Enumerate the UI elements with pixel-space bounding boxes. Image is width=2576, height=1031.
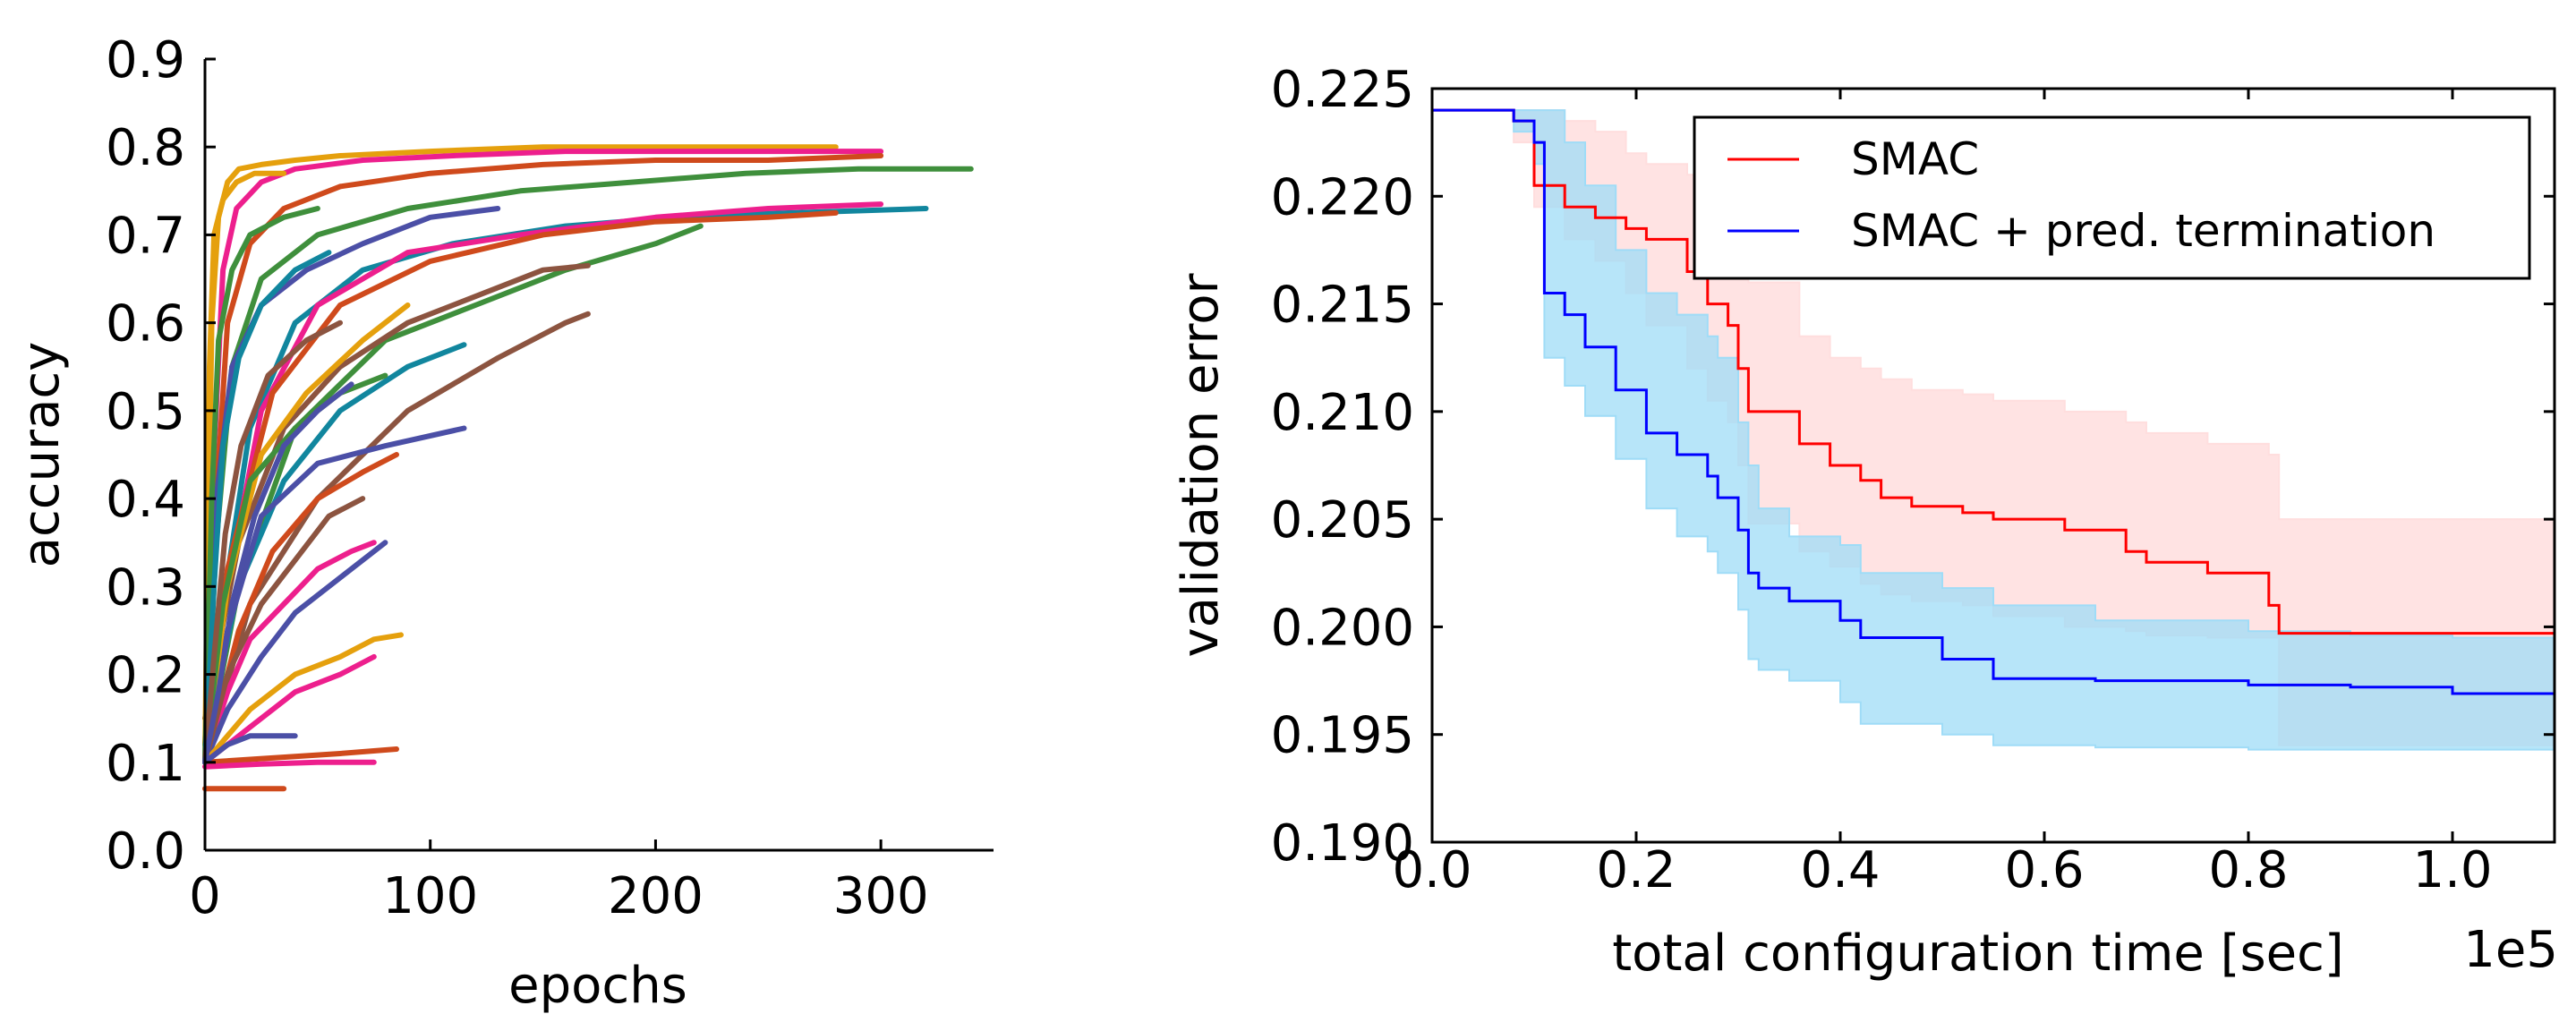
legend-box xyxy=(1693,115,2531,280)
line-smac-pred-termination xyxy=(1432,108,2555,695)
right-y-tick-label: 0.210 xyxy=(1271,384,1414,442)
right-plot-frame xyxy=(1430,87,2556,844)
left-x-tick-label: 100 xyxy=(382,867,478,925)
left-x-tick-label: 0 xyxy=(189,867,221,925)
right-x-tick-label: 0.6 xyxy=(2004,841,2084,899)
learning-curve-15 xyxy=(202,540,377,765)
right-x-tick-label: 0.2 xyxy=(1596,841,1676,899)
learning-curve-22 xyxy=(202,759,377,770)
validation-error-chart: 0.190 0.195 0.200 0.205 0.210 0.215 0.220 0.225… xyxy=(1172,61,2558,983)
right-y-tick-label: 0.200 xyxy=(1271,599,1414,657)
legend-label-smac-pred-termination: SMAC + pred. termination xyxy=(1851,205,2435,257)
learning-curve-19 xyxy=(202,632,404,765)
legend: SMAC SMAC + pred. termination xyxy=(1693,115,2531,280)
right-x-axis-label: total configuration time [sec] xyxy=(1612,924,2344,983)
right-y-tick-label: 0.225 xyxy=(1271,61,1414,119)
left-y-tick-label: 0.8 xyxy=(106,119,185,177)
learning-curve-24 xyxy=(202,733,298,765)
right-y-tick-label: 0.215 xyxy=(1271,277,1414,335)
left-y-tick-label: 0.2 xyxy=(106,647,185,705)
left-y-tick-label: 0.3 xyxy=(106,558,185,617)
left-y-tick-label: 0.9 xyxy=(106,31,185,89)
right-y-axis-label: validation error xyxy=(1172,272,1230,657)
left-y-tick-label: 0.0 xyxy=(106,822,185,881)
legend-label-smac: SMAC xyxy=(1851,133,1979,185)
learning-curve-18 xyxy=(202,496,366,765)
right-x-ticks: 0.0 0.2 0.4 0.6 0.8 1.0 xyxy=(1392,89,2493,899)
right-y-ticks: 0.190 0.195 0.200 0.205 0.210 0.215 0.220 0.225 xyxy=(1271,61,2555,873)
learning-curve-21 xyxy=(202,746,399,765)
learning-curve-16 xyxy=(202,540,388,765)
right-y-tick-label: 0.205 xyxy=(1271,491,1414,550)
learning-curve-1 xyxy=(202,149,884,765)
learning-curve-17 xyxy=(202,452,399,765)
right-x-tick-label: 0.4 xyxy=(1800,841,1880,899)
left-y-tick-label: 0.6 xyxy=(106,295,185,354)
learning-curve-25 xyxy=(202,170,287,765)
right-x-tick-label: 0.0 xyxy=(1392,841,1471,899)
left-x-ticks: 0 100 200 300 xyxy=(189,839,929,925)
right-y-tick-label: 0.190 xyxy=(1271,814,1414,873)
left-y-tick-label: 0.1 xyxy=(106,735,185,793)
right-y-tick-label: 0.220 xyxy=(1271,168,1414,226)
learning-curve-4 xyxy=(202,206,929,765)
left-y-axis-label: accuracy xyxy=(13,342,71,568)
left-x-axis-label: epochs xyxy=(508,957,687,1015)
right-x-tick-label: 1.0 xyxy=(2412,841,2492,899)
accuracy-chart: 0.0 0.1 0.2 0.3 0.4 0.5 0.6 0.7 0.8 0.9 0 100 200 30… xyxy=(13,31,994,1015)
right-x-offset-label: 1e5 xyxy=(2463,921,2558,979)
learning-curve-20 xyxy=(202,653,377,765)
learning-curves xyxy=(202,144,974,792)
left-y-tick-label: 0.5 xyxy=(106,383,185,441)
left-x-tick-label: 200 xyxy=(608,867,704,925)
left-y-tick-label: 0.7 xyxy=(106,207,185,265)
right-y-tick-label: 0.195 xyxy=(1271,707,1414,765)
learning-curve-29 xyxy=(202,381,354,765)
right-x-tick-label: 0.8 xyxy=(2208,841,2288,899)
left-y-tick-label: 0.4 xyxy=(106,471,185,529)
left-y-ticks: 0.0 0.1 0.2 0.3 0.4 0.5 0.6 0.7 0.8 0.9 xyxy=(106,31,216,881)
learning-curve-2 xyxy=(202,153,884,748)
error-lines xyxy=(1432,108,2555,695)
learning-curve-28 xyxy=(202,320,343,765)
line-smac xyxy=(1432,108,2555,635)
left-x-tick-label: 300 xyxy=(833,867,929,925)
